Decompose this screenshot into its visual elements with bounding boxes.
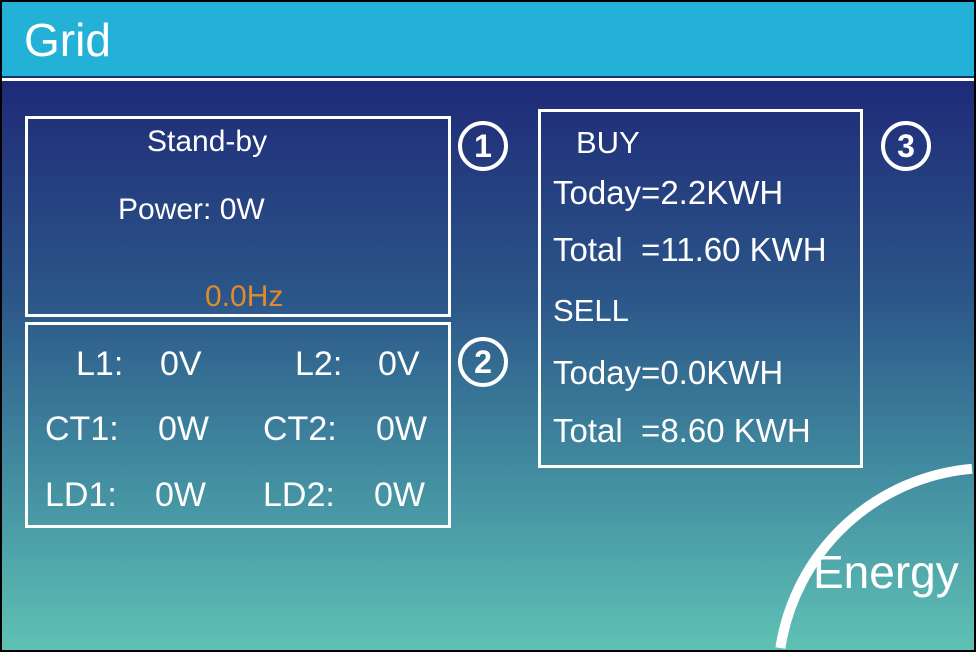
- line-row-1-left-label: L1:: [76, 345, 124, 383]
- line-row-3-left-value: 0W: [155, 476, 206, 514]
- line-row-1-right-value: 0V: [378, 345, 420, 383]
- grid-state: Stand-by: [147, 125, 268, 158]
- marker-1: 1: [458, 121, 508, 171]
- energy-panel: [538, 109, 863, 468]
- line-row-3-left-label: LD1:: [45, 476, 117, 514]
- energy-button[interactable]: Energy: [813, 546, 959, 598]
- line-row-1-left-value: 0V: [160, 345, 202, 383]
- marker-2: 2: [458, 337, 508, 387]
- sell-total: Total =8.60 KWH: [553, 412, 811, 449]
- marker-3: 3: [881, 121, 931, 171]
- status-panel: [25, 116, 451, 317]
- line-row-1-right-label: L2:: [295, 345, 343, 383]
- buy-total: Total =11.60 KWH: [553, 231, 827, 268]
- sell-today: Today=0.0KWH: [553, 354, 784, 391]
- page-title: Grid: [24, 14, 111, 66]
- buy-today: Today=2.2KWH: [553, 174, 784, 211]
- header-divider: [2, 78, 974, 81]
- grid-frequency: 0.0Hz: [205, 280, 284, 313]
- grid-power: Power: 0W: [118, 193, 265, 226]
- buy-label: BUY: [576, 125, 640, 160]
- line-row-3-right-label: LD2:: [263, 476, 335, 514]
- line-row-2-right-value: 0W: [376, 410, 427, 448]
- line-row-2-left-label: CT1:: [45, 410, 119, 448]
- line-row-2-right-label: CT2:: [263, 410, 337, 448]
- lines-panel: [25, 322, 451, 528]
- line-row-3-right-value: 0W: [374, 476, 425, 514]
- line-row-2-left-value: 0W: [158, 410, 209, 448]
- sell-label: SELL: [553, 293, 629, 328]
- header-bar: Grid: [2, 2, 974, 76]
